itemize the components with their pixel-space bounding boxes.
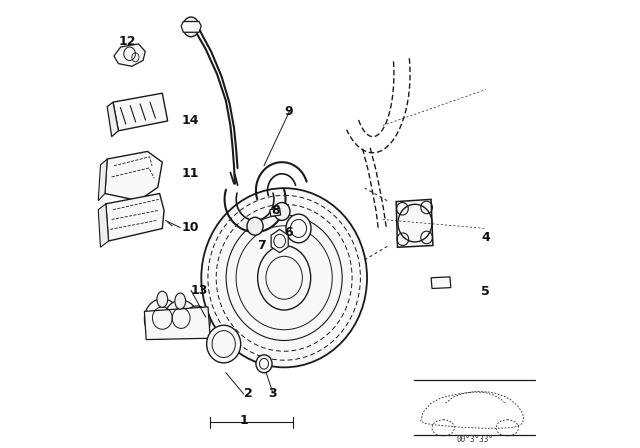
Text: 14: 14 (181, 113, 199, 127)
Ellipse shape (145, 299, 180, 339)
Polygon shape (271, 229, 288, 253)
Text: 3: 3 (269, 387, 277, 400)
Polygon shape (145, 307, 210, 340)
Ellipse shape (256, 355, 272, 373)
Text: 2: 2 (244, 387, 253, 400)
Ellipse shape (274, 202, 290, 220)
Polygon shape (396, 199, 433, 247)
Text: 12: 12 (118, 34, 136, 48)
Ellipse shape (183, 17, 199, 37)
Ellipse shape (247, 217, 263, 235)
Polygon shape (99, 204, 109, 247)
Text: 8: 8 (271, 204, 280, 217)
Polygon shape (105, 151, 163, 201)
Text: 5: 5 (481, 284, 490, 298)
Text: 1: 1 (239, 414, 248, 427)
Ellipse shape (164, 300, 198, 338)
Polygon shape (99, 159, 108, 201)
Text: 13: 13 (190, 284, 208, 297)
Ellipse shape (286, 214, 311, 243)
Text: 4: 4 (481, 231, 490, 244)
Text: 11: 11 (181, 167, 199, 181)
Polygon shape (114, 44, 145, 66)
Ellipse shape (175, 293, 186, 309)
Polygon shape (113, 93, 168, 131)
Text: 00°3°33°: 00°3°33° (456, 435, 493, 444)
Polygon shape (431, 277, 451, 289)
Text: 6: 6 (284, 225, 293, 239)
Text: 9: 9 (284, 104, 293, 118)
Polygon shape (108, 102, 118, 137)
Polygon shape (181, 22, 202, 32)
Text: 10: 10 (181, 221, 199, 234)
Polygon shape (106, 194, 164, 241)
Polygon shape (270, 208, 280, 216)
Ellipse shape (207, 325, 241, 363)
Text: 7: 7 (257, 239, 266, 252)
Ellipse shape (201, 188, 367, 367)
Ellipse shape (157, 291, 168, 307)
Ellipse shape (184, 306, 210, 337)
